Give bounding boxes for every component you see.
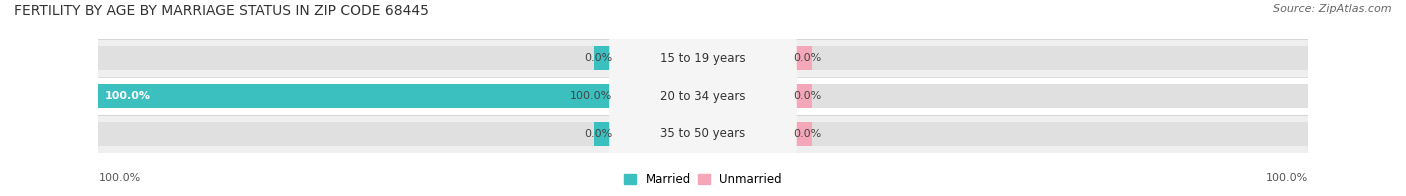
Text: 15 to 19 years: 15 to 19 years	[661, 52, 745, 65]
Text: 35 to 50 years: 35 to 50 years	[661, 127, 745, 140]
Text: 0.0%: 0.0%	[793, 91, 823, 101]
Bar	[98, 84, 619, 108]
FancyBboxPatch shape	[609, 27, 797, 165]
Text: 100.0%: 100.0%	[569, 91, 613, 101]
Bar	[595, 122, 619, 146]
Bar	[787, 84, 811, 108]
Bar	[595, 46, 619, 70]
Text: 100.0%: 100.0%	[1265, 173, 1308, 183]
Text: 100.0%: 100.0%	[98, 173, 141, 183]
Bar	[98, 46, 619, 70]
Bar	[787, 46, 1308, 70]
Bar	[787, 46, 811, 70]
Text: FERTILITY BY AGE BY MARRIAGE STATUS IN ZIP CODE 68445: FERTILITY BY AGE BY MARRIAGE STATUS IN Z…	[14, 4, 429, 18]
Bar	[98, 39, 1308, 77]
Bar	[98, 77, 1308, 115]
Text: 0.0%: 0.0%	[793, 129, 823, 139]
Text: 0.0%: 0.0%	[583, 129, 613, 139]
Text: 0.0%: 0.0%	[583, 53, 613, 63]
Text: 100.0%: 100.0%	[104, 91, 150, 101]
Bar	[14, 84, 619, 108]
Legend: Married, Unmarried: Married, Unmarried	[624, 173, 782, 186]
Bar	[98, 115, 1308, 153]
FancyBboxPatch shape	[609, 65, 797, 196]
Bar	[787, 122, 811, 146]
Bar	[787, 84, 1308, 108]
Text: 20 to 34 years: 20 to 34 years	[661, 90, 745, 103]
Bar	[98, 122, 619, 146]
Bar	[787, 122, 1308, 146]
Text: Source: ZipAtlas.com: Source: ZipAtlas.com	[1274, 4, 1392, 14]
FancyBboxPatch shape	[609, 0, 797, 127]
Text: 0.0%: 0.0%	[793, 53, 823, 63]
